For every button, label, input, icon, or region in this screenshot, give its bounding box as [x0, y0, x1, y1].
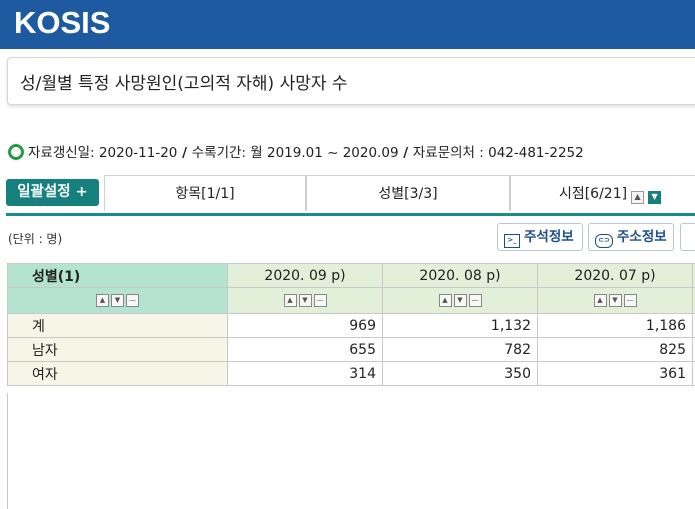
contact-info: 자료문의처 : 042-481-2252 — [412, 145, 584, 161]
minimize-icon[interactable]: — — [623, 294, 637, 307]
cell-value: 1,132 — [382, 313, 538, 338]
cell-value: 1,186 — [537, 313, 693, 338]
tab-item[interactable]: 항목[1/1] — [104, 175, 306, 211]
cell-value: 314 — [227, 361, 383, 386]
cell-value: 969 — [227, 313, 383, 338]
table-row: 여자 314 350 361 — [7, 361, 695, 386]
sort-down-icon[interactable]: ▼ — [298, 294, 312, 307]
cell-value: 350 — [382, 361, 538, 386]
sort-up-icon[interactable]: ▲ — [96, 294, 109, 307]
unit-label: (단위 : 명) — [8, 232, 63, 246]
info-line: 자료갱신일: 2020-11-20 / 수록기간: 월 2019.01 ~ 20… — [8, 141, 584, 161]
top-bar: KOSIS — [0, 0, 695, 49]
table-header-row: 성별(1) 2020. 09 p) 2020. 08 p) 2020. 07 p… — [7, 263, 695, 288]
tab-period-label: 시점[6/21] — [558, 186, 628, 202]
tab-gender[interactable]: 성별[3/3] — [306, 175, 510, 211]
sort-control-row: ▲ ▼ — ▲ ▼ — ▲ ▼ — ▲ ▼ — — [7, 287, 695, 314]
bulk-settings-button[interactable]: 일괄설정 + — [6, 179, 99, 206]
collection-period: 수록기간: 월 2019.01 ~ 2020.09 — [191, 145, 399, 161]
info-bullet-icon — [8, 144, 24, 160]
sort-up-icon[interactable]: ▲ — [438, 294, 452, 307]
tab-item-label: 항목[1/1] — [175, 186, 235, 202]
table-row: 남자 655 782 825 — [7, 337, 695, 362]
info-separator: / — [398, 145, 413, 161]
table-row: 계 969 1,132 1,186 — [7, 313, 695, 338]
note-info-label: 주석정보 — [524, 229, 574, 245]
sort-up-icon[interactable]: ▲ — [593, 294, 607, 307]
sort-controls: ▲ ▼ — — [382, 287, 538, 314]
dimension-tabs: 일괄설정 + 항목[1/1] 성별[3/3] 시점[6/21] ▲ ▼ — [6, 175, 695, 216]
sort-down-icon[interactable]: ▼ — [111, 294, 124, 307]
row-label: 여자 — [7, 361, 228, 386]
extra-tool-button[interactable] — [680, 223, 695, 251]
move-up-icon[interactable]: ▲ — [631, 191, 645, 204]
page-title: 성/월별 특정 사망원인(고의적 자해) 사망자 수 — [20, 74, 348, 94]
page-title-box: 성/월별 특정 사망원인(고의적 자해) 사망자 수 — [7, 57, 695, 105]
minimize-icon[interactable]: — — [313, 294, 327, 307]
move-down-icon[interactable]: ▼ — [648, 191, 662, 204]
updated-date: 자료갱신일: 2020-11-20 — [28, 145, 178, 161]
column-header[interactable]: 2020. 09 p) — [227, 263, 383, 288]
terminal-icon: >_ — [504, 234, 520, 248]
row-label: 계 — [7, 313, 228, 338]
table-left-border — [7, 393, 8, 509]
note-info-button[interactable]: >_ 주석정보 — [497, 223, 583, 251]
sort-controls: ▲ ▼ — — [227, 287, 383, 314]
url-info-button[interactable]: ⊂⊃ 주소정보 — [588, 223, 674, 251]
sort-down-icon[interactable]: ▼ — [453, 294, 467, 307]
row-header[interactable]: 성별(1) — [7, 263, 228, 288]
minimize-icon[interactable]: — — [126, 294, 139, 307]
cell-value: 825 — [537, 337, 693, 362]
sort-down-icon[interactable]: ▼ — [608, 294, 622, 307]
info-separator: / — [177, 145, 192, 161]
tab-gender-label: 성별[3/3] — [378, 186, 438, 202]
sort-up-icon[interactable]: ▲ — [283, 294, 297, 307]
cell-value: 782 — [382, 337, 538, 362]
data-table: 성별(1) 2020. 09 p) 2020. 08 p) 2020. 07 p… — [7, 263, 695, 386]
sort-controls: ▲ ▼ — — [7, 287, 228, 314]
link-icon: ⊂⊃ — [595, 234, 613, 248]
url-info-label: 주소정보 — [617, 229, 667, 245]
cell-value: 655 — [227, 337, 383, 362]
cell-partial — [692, 361, 695, 386]
minimize-icon[interactable]: — — [468, 294, 482, 307]
sort-controls: ▲ ▼ — — [537, 287, 693, 314]
column-header[interactable]: 2020. 07 p) — [537, 263, 693, 288]
tab-period[interactable]: 시점[6/21] ▲ ▼ — [510, 175, 695, 211]
row-label: 남자 — [7, 337, 228, 362]
cell-value: 361 — [537, 361, 693, 386]
column-header[interactable]: 2020. 08 p) — [382, 263, 538, 288]
kosis-logo[interactable]: KOSIS — [14, 5, 111, 40]
